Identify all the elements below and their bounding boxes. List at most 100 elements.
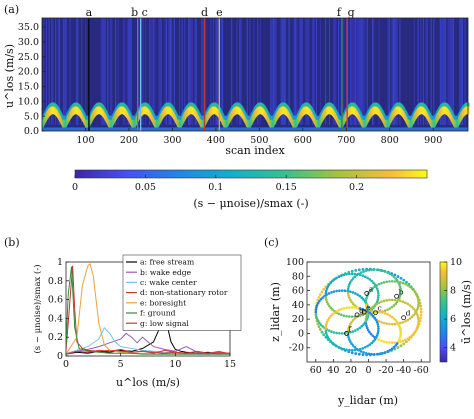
y-tick-label: 35.0	[18, 22, 39, 33]
scan-marker-label-g: g	[359, 306, 364, 315]
scan-point	[329, 281, 333, 284]
noise-streak	[178, 18, 181, 125]
noise-streak	[399, 18, 401, 125]
scan-point	[324, 322, 328, 326]
scan-marker-g	[354, 312, 360, 318]
scan-point	[347, 283, 351, 286]
scan-point	[398, 283, 401, 286]
scan-point	[419, 316, 423, 320]
noise-streak	[448, 18, 451, 125]
scan-point	[375, 287, 379, 290]
noise-streak	[356, 18, 358, 125]
colorbar-tick-label: 0.2	[349, 182, 364, 193]
noise-streak	[188, 18, 190, 125]
scan-point	[357, 268, 361, 272]
scan-point	[326, 302, 330, 306]
scan-point	[396, 275, 400, 278]
noise-streak	[298, 18, 301, 125]
series-line-g	[65, 348, 231, 355]
scan-point	[417, 322, 420, 325]
scan-point	[324, 331, 328, 335]
scan-point	[371, 305, 374, 309]
noise-streak	[387, 18, 389, 125]
scan-point	[410, 305, 414, 309]
scan-point	[413, 309, 417, 312]
scan-point	[364, 299, 368, 302]
scan-point	[368, 330, 371, 334]
noise-streak	[104, 18, 106, 125]
scan-point	[399, 340, 402, 343]
scan-marker-label-e: e	[366, 303, 371, 312]
y-tick-label: 20.0	[18, 67, 39, 78]
scan-point	[331, 308, 334, 311]
scan-point	[370, 268, 373, 272]
scan-point	[383, 309, 387, 312]
scan-point	[378, 310, 382, 314]
legend-entry: d: non-stationary rotor	[140, 288, 228, 297]
scan-point	[347, 336, 350, 339]
noise-streak	[391, 18, 393, 125]
scan-point	[358, 326, 362, 330]
noise-streak	[332, 18, 335, 125]
scan-point	[392, 317, 396, 320]
scan-point	[394, 318, 397, 322]
marker-label-g: g	[348, 6, 355, 19]
scan-point	[376, 325, 380, 328]
scan-point	[381, 311, 384, 314]
scan-point	[377, 327, 380, 331]
noise-streak	[288, 18, 290, 125]
scan-point	[371, 334, 374, 337]
noise-streak	[58, 18, 61, 125]
noise-streak	[69, 18, 71, 125]
noise-streak	[81, 18, 83, 125]
scan-point	[376, 298, 380, 302]
scan-point	[401, 339, 405, 343]
noise-streak	[357, 18, 359, 125]
x-tick-label: 20	[345, 365, 357, 376]
scan-point	[335, 289, 338, 293]
y-tick-label: 0.2	[48, 332, 63, 343]
scan-point	[377, 319, 381, 323]
scan-point	[326, 285, 330, 288]
scan-point	[333, 278, 336, 281]
scan-point	[416, 308, 419, 311]
scan-point	[342, 314, 346, 317]
noise-streak	[270, 18, 272, 125]
scan-point	[393, 280, 397, 283]
scan-point	[350, 351, 354, 355]
scan-point	[330, 330, 333, 333]
scan-point	[317, 325, 321, 329]
noise-streak	[296, 18, 298, 125]
scan-point	[364, 303, 368, 307]
scan-point	[353, 317, 357, 320]
legend-entry: f: ground	[140, 309, 176, 318]
scan-point	[398, 336, 402, 339]
noise-streak	[231, 18, 233, 125]
noise-streak	[308, 18, 310, 125]
noise-streak	[57, 18, 59, 125]
legend-entry: c: wake center	[140, 278, 197, 287]
colorbar-tick-label: 10	[450, 257, 462, 268]
scan-point	[388, 314, 392, 317]
scan-point	[390, 298, 394, 302]
scan-point	[359, 271, 363, 274]
scan-point	[324, 298, 328, 302]
scan-point	[362, 351, 365, 354]
scan-point	[374, 336, 378, 339]
noise-streak	[447, 18, 449, 125]
scan-point	[372, 340, 375, 343]
noise-streak	[221, 18, 224, 125]
x-tick-label: 400	[207, 135, 225, 146]
scan-point	[350, 315, 354, 318]
noise-streak	[460, 18, 462, 125]
scan-marker-e	[361, 309, 367, 315]
scan-point	[347, 294, 350, 297]
x-tick-label: 0	[63, 359, 69, 370]
x-tick-label: 0	[365, 365, 371, 376]
noise-streak	[349, 18, 351, 125]
scan-point	[353, 304, 357, 307]
noise-streak	[284, 18, 286, 125]
noise-streak	[253, 18, 255, 125]
